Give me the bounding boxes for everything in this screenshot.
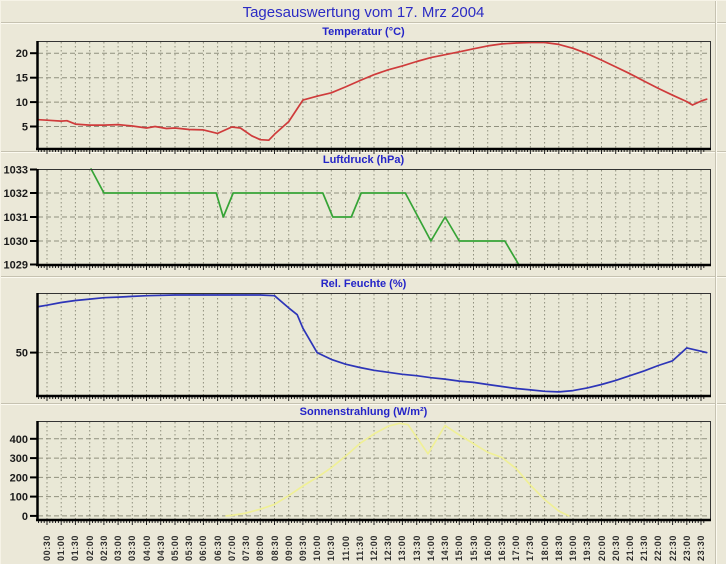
axis-frame [36,169,711,267]
x-axis-label: 12:30 [383,534,394,561]
x-axis-label: 10:00 [312,534,323,561]
x-axis-label: 11:00 [340,535,351,561]
x-axis-label: 03:30 [127,534,138,561]
x-axis-label: 22:00 [653,534,664,561]
plot-background [37,293,711,396]
horizontal-gridlines: 0 100 200 300 400 [10,434,710,523]
humidity-series-line [37,294,708,393]
y-axis-label: 1030 [4,236,28,248]
horizontal-gridlines: 5 10 15 20 [16,48,710,134]
vertical-gridlines [46,42,702,148]
x-axis-label: 01:30 [70,534,81,561]
panel-separator [1,151,726,153]
x-axis-label: 19:30 [582,534,593,561]
x-axis-label: 18:00 [539,534,550,561]
panel-separator [1,276,726,278]
humidity-chart: 50 [16,293,711,401]
y-axis-label: 100 [10,492,28,504]
x-axis-label: 04:30 [155,534,166,561]
radiation-series-line [225,422,570,517]
x-axis-label: 05:00 [170,534,180,561]
x-axis-label: 06:00 [198,534,209,561]
y-axis-label: 300 [10,453,28,465]
page-title: Tagesauswertung vom 17. Mrz 2004 [242,4,485,21]
x-axis-label: 16:30 [497,534,507,561]
pressure-series-line [90,168,520,266]
y-axis-label: 1031 [4,212,28,224]
pressure-chart-title: Luftdruck (hPa) [322,154,405,166]
y-axis-label: 1033 [4,165,28,177]
radiation-chart-title: Sonnenstrahlung (W/m²) [299,406,428,418]
temperature-series-line [37,41,708,142]
x-axis-label: 07:00 [226,534,237,561]
x-axis-label: 17:30 [525,534,536,561]
x-axis-label: 08:00 [255,534,266,561]
x-axis-label: 10:30 [326,534,337,561]
temperature-chart-title: Temperatur (°C) [322,26,405,38]
y-axis-label: 5 [22,122,28,134]
horizontal-gridlines: 50 [16,348,710,360]
x-axis-label: 03:00 [113,534,124,561]
title-separator [1,22,726,24]
x-axis-label: 11:30 [354,535,365,561]
x-axis-label: 09:00 [283,534,294,561]
vertical-gridlines [46,422,702,519]
x-axis-label: 22:30 [667,534,678,561]
x-axis-label: 23:30 [696,534,706,561]
radiation-chart: 0 100 200 300 400 [10,421,711,525]
x-axis-label: 12:00 [369,534,379,561]
y-axis-label: 20 [16,48,28,60]
x-axis-label: 08:30 [269,534,280,561]
x-axis-label: 21:00 [624,534,635,561]
y-axis-label: 0 [22,511,28,523]
x-axis-label: 04:00 [141,534,152,561]
x-axis-label: 02:30 [98,534,109,561]
x-axis-label: 14:00 [425,534,436,561]
axis-frame [36,421,711,522]
vertical-gridlines [46,294,702,395]
x-axis-label: 15:30 [468,534,479,561]
x-axis-label: 13:30 [411,534,422,561]
y-axis-label: 10 [16,97,28,109]
y-axis-label: 400 [10,434,28,446]
y-axis-label: 1029 [4,260,28,272]
x-axis-label: 01:00 [56,534,67,561]
x-axis-label: 17:00 [511,534,522,561]
panel-separator [1,403,726,405]
x-axis-label: 18:30 [553,534,564,561]
y-axis-label: 15 [16,73,28,85]
y-axis-label: 1032 [4,188,28,200]
x-axis-label: 21:30 [639,534,650,561]
right-edge-separator [715,1,717,564]
x-axis-label: 05:30 [184,534,195,561]
axis-frame [36,41,711,151]
y-axis-label: 50 [16,348,28,360]
x-axis-label: 16:00 [482,534,493,561]
x-axis-label: 13:00 [397,534,408,561]
x-axis-label: 15:00 [454,534,465,561]
x-axis-label: 00:30 [42,534,52,561]
x-axis-label: 20:00 [596,534,607,561]
x-axis-label: 02:00 [84,534,95,561]
x-axis-label: 06:30 [212,534,223,561]
humidity-chart-title: Rel. Feuchte (%) [320,278,407,290]
pressure-chart: 1029 1030 1031 1032 1033 [4,165,711,272]
axis-frame [36,293,711,398]
y-axis-label: 200 [10,472,28,484]
x-axis-label: 14:30 [440,534,451,561]
x-axis-label: 09:30 [297,534,308,561]
x-axis-label: 19:00 [568,534,578,561]
x-axis-label: 07:30 [241,534,251,561]
temperature-chart: 5 10 15 20 [16,41,711,154]
x-axis-label: 23:00 [681,534,692,561]
x-axis-label: 20:30 [610,534,621,561]
